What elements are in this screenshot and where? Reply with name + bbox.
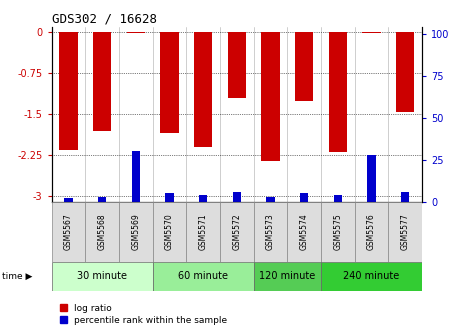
Text: GSM5577: GSM5577 [401, 213, 410, 250]
Text: GSM5570: GSM5570 [165, 213, 174, 250]
Bar [127, 32, 145, 34]
Bar [388, 202, 422, 262]
Text: time ▶: time ▶ [2, 272, 33, 281]
Text: GSM5569: GSM5569 [131, 213, 141, 250]
Text: GSM5575: GSM5575 [333, 213, 343, 250]
Bar [228, 32, 246, 98]
Bar [334, 195, 342, 202]
Text: 240 minute: 240 minute [343, 271, 400, 281]
Bar [160, 32, 179, 133]
Bar [329, 32, 347, 153]
Bar [199, 195, 207, 202]
Bar [59, 32, 78, 150]
Text: GSM5567: GSM5567 [64, 213, 73, 250]
Bar [119, 202, 153, 262]
Bar [85, 202, 119, 262]
Legend: log ratio, percentile rank within the sample: log ratio, percentile rank within the sa… [56, 300, 231, 328]
Bar [153, 262, 254, 291]
Bar [367, 155, 376, 202]
Bar [362, 32, 381, 33]
Bar [254, 202, 287, 262]
Text: GSM5568: GSM5568 [97, 213, 107, 250]
Text: GSM5572: GSM5572 [232, 213, 242, 250]
Bar [52, 202, 85, 262]
Bar [220, 202, 254, 262]
Bar [194, 32, 212, 147]
Bar [233, 192, 241, 202]
Text: GSM5573: GSM5573 [266, 213, 275, 250]
Text: GSM5576: GSM5576 [367, 213, 376, 250]
Text: GSM5574: GSM5574 [299, 213, 309, 250]
Bar [153, 202, 186, 262]
Text: GDS302 / 16628: GDS302 / 16628 [52, 13, 157, 26]
Text: 60 minute: 60 minute [178, 271, 228, 281]
Bar [186, 202, 220, 262]
Bar [165, 193, 174, 202]
Bar [132, 151, 140, 202]
Bar [321, 202, 355, 262]
Bar [261, 32, 280, 161]
Bar [52, 262, 153, 291]
Bar [287, 202, 321, 262]
Bar [401, 192, 409, 202]
Bar [396, 32, 414, 112]
Text: GSM5571: GSM5571 [198, 213, 208, 250]
Bar [93, 32, 111, 131]
Text: 30 minute: 30 minute [77, 271, 127, 281]
Bar [64, 198, 73, 202]
Bar [355, 202, 388, 262]
Bar [300, 193, 308, 202]
Bar [98, 197, 106, 202]
Text: 120 minute: 120 minute [259, 271, 316, 281]
Bar [266, 197, 275, 202]
Bar [295, 32, 313, 100]
Bar [254, 262, 321, 291]
Bar [321, 262, 422, 291]
